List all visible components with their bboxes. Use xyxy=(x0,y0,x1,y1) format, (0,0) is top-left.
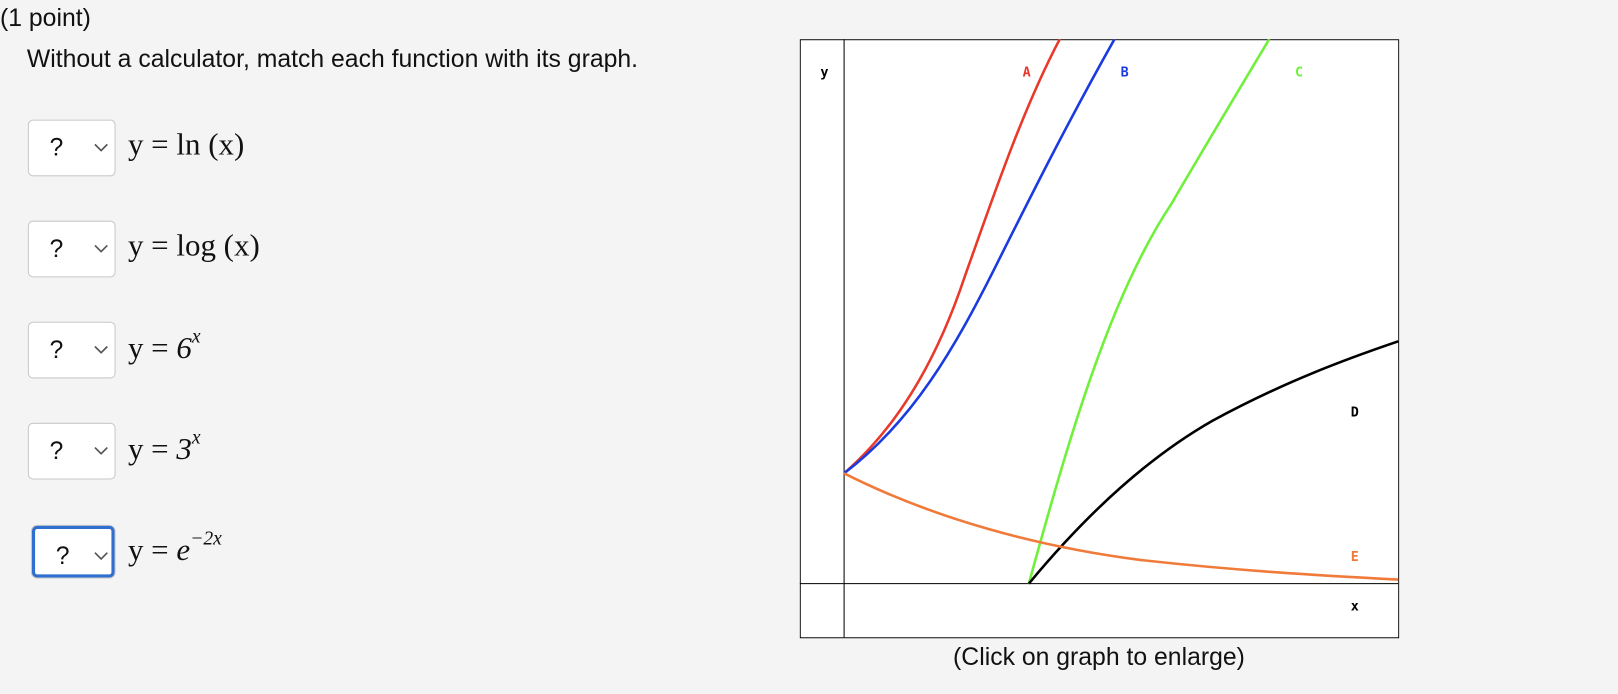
equation-exponent: x xyxy=(191,426,201,449)
points: (1 point) xyxy=(0,4,91,32)
answer-select[interactable]: ? xyxy=(27,422,116,480)
select-value: ? xyxy=(55,542,70,571)
equation-lhs: y = xyxy=(127,228,169,263)
equation: y = e−2x xyxy=(127,528,222,568)
equation: y = 6x xyxy=(127,326,201,366)
chevron xyxy=(94,244,108,253)
chevron xyxy=(94,143,108,152)
graph[interactable]: y A B C D E x xyxy=(799,39,1400,639)
equation-exponent: x xyxy=(191,325,201,348)
equation: y = 3x xyxy=(127,427,201,467)
y-label: y xyxy=(820,65,828,80)
answer-select[interactable]: ? xyxy=(27,119,116,177)
graph-frame xyxy=(799,39,1400,639)
select-value: ? xyxy=(49,235,64,263)
curve-b xyxy=(843,39,1116,475)
curve-c xyxy=(1027,39,1271,585)
equation: y = log (x) xyxy=(128,229,260,264)
equation-base: 6 xyxy=(176,331,192,366)
answer-select[interactable]: ? xyxy=(27,220,116,278)
equation-exponent: −2x xyxy=(190,527,222,550)
select-value: ? xyxy=(49,336,64,365)
curve-a xyxy=(843,39,1061,475)
select-value: ? xyxy=(49,437,64,466)
answer-select[interactable]: ? xyxy=(27,321,116,379)
equation-lhs: y = xyxy=(127,533,169,568)
equation-rhs: ln (x) xyxy=(176,127,245,162)
curve-e xyxy=(843,472,1399,581)
equation-lhs: y = xyxy=(127,331,169,366)
answer-select[interactable]: ? xyxy=(31,525,115,578)
equation-base: 3 xyxy=(176,432,192,467)
curve-label: A xyxy=(1023,65,1031,80)
chevron xyxy=(94,552,108,561)
chevron xyxy=(94,446,108,455)
equation-lhs: y = xyxy=(127,127,169,162)
caption: (Click on graph to enlarge) xyxy=(953,643,1245,672)
curve-label: D xyxy=(1351,406,1359,421)
equation-rhs: log (x) xyxy=(176,228,260,263)
curve-d xyxy=(1027,340,1399,585)
curve-label: E xyxy=(1351,550,1359,565)
x-label: x xyxy=(1351,599,1359,614)
equation: y = ln (x) xyxy=(128,128,244,163)
curve-label: B xyxy=(1121,65,1129,80)
equation-lhs: y = xyxy=(127,432,169,467)
question: Without a calculator, match each functio… xyxy=(26,45,639,74)
select-value: ? xyxy=(49,134,64,162)
chevron xyxy=(94,345,108,354)
equation-base: e xyxy=(176,533,191,568)
curve-label: C xyxy=(1295,65,1303,80)
